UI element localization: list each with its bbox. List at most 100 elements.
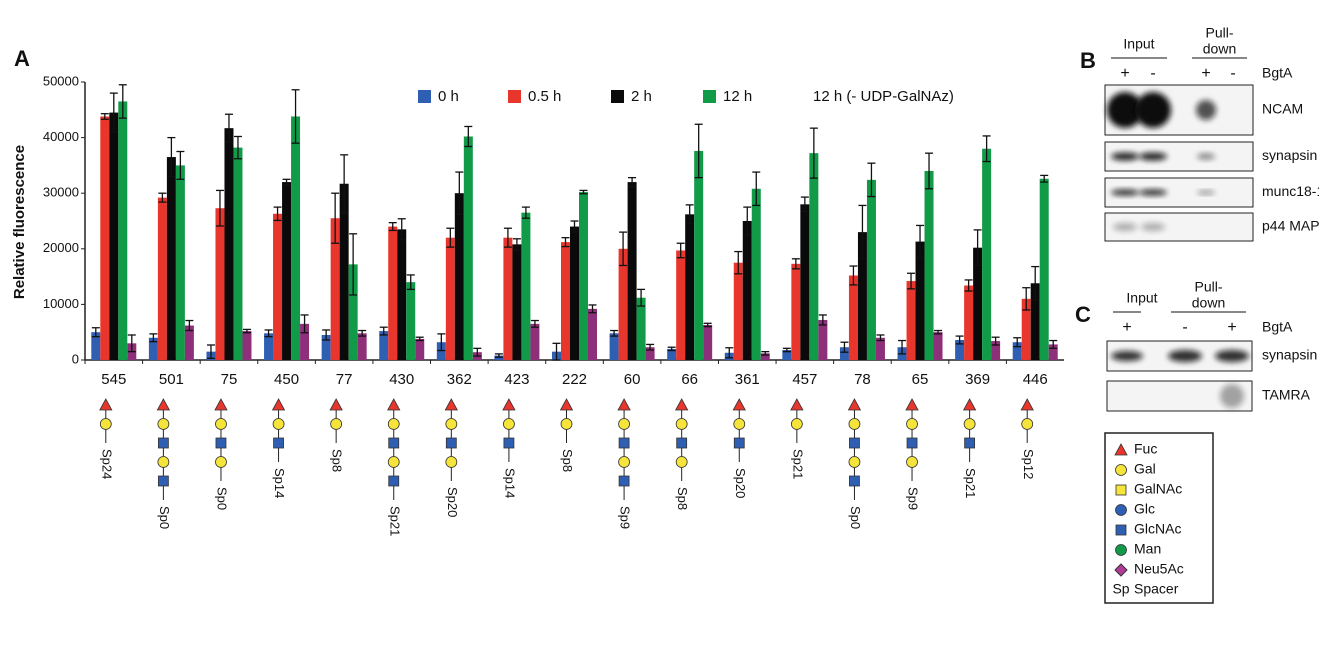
- bar: [215, 208, 224, 360]
- glycan-residue: [907, 457, 918, 468]
- bar: [570, 227, 579, 360]
- blot-band: [1141, 223, 1165, 231]
- x-tick-label: 66: [681, 371, 698, 388]
- blot-row-label: synapsin I: [1262, 347, 1319, 363]
- key-label: GalNAc: [1134, 481, 1182, 497]
- figure: A Relative fluorescence 0100002000030000…: [0, 0, 1319, 645]
- legend-swatch: [611, 90, 624, 103]
- x-tick-label: 423: [504, 371, 529, 388]
- glycan-residue: [619, 419, 630, 430]
- y-tick-label: 0: [72, 351, 79, 366]
- glycan-spacer: Sp14: [272, 468, 287, 498]
- glycan-residue: [274, 438, 284, 448]
- x-tick-label: 222: [562, 371, 587, 388]
- lane-sign: +: [1201, 65, 1210, 82]
- x-tick-label: 446: [1023, 371, 1048, 388]
- blot-band: [1139, 153, 1167, 161]
- bar: [224, 128, 233, 360]
- glycan-fuc: [618, 399, 630, 410]
- glycan-fuc: [445, 399, 457, 410]
- glycan-spacer: Sp8: [560, 449, 575, 472]
- blot-band: [1197, 154, 1215, 160]
- bar: [685, 214, 694, 360]
- legend-label: 0 h: [438, 88, 459, 105]
- glycan-residue: [215, 419, 226, 430]
- glycan-fuc: [330, 399, 342, 410]
- bar: [176, 165, 185, 360]
- panel-label: A: [14, 46, 30, 71]
- glycan-fuc: [215, 399, 227, 410]
- x-tick-label: 75: [221, 371, 238, 388]
- bar: [397, 229, 406, 360]
- blot-band: [1111, 351, 1143, 361]
- bar: [415, 339, 424, 360]
- lane-sign: +: [1122, 319, 1131, 336]
- bar: [158, 198, 167, 360]
- glycan-residue: [215, 457, 226, 468]
- x-tick-label: 77: [336, 371, 353, 388]
- glycan-fuc: [1021, 399, 1033, 410]
- bar: [628, 182, 637, 360]
- blot-band: [1111, 190, 1139, 196]
- legend-swatch: [418, 90, 431, 103]
- glycan-spacer: Sp9: [618, 506, 633, 529]
- bar: [167, 157, 176, 360]
- bar: [743, 221, 752, 360]
- glycan-residue: [1116, 525, 1126, 535]
- bar: [676, 250, 685, 360]
- bar: [455, 193, 464, 360]
- x-tick-label: 78: [854, 371, 871, 388]
- bar: [694, 151, 703, 360]
- y-tick-label: 20000: [43, 240, 79, 255]
- bar: [809, 153, 818, 360]
- glycan-residue: [389, 438, 399, 448]
- lane-sign: -: [1182, 319, 1187, 336]
- legend-label: 12 h (- UDP-GalNAz): [813, 88, 954, 105]
- glycan-residue: [907, 438, 917, 448]
- glycan-residue: [619, 476, 629, 486]
- glycan-spacer: Sp21: [790, 449, 805, 479]
- glycan-residue: [273, 419, 284, 430]
- blot-group: down: [1203, 41, 1236, 57]
- blot-band: [1220, 384, 1244, 408]
- bar: [637, 298, 646, 360]
- bar: [242, 331, 251, 360]
- legend-label: 12 h: [723, 88, 752, 105]
- x-tick-label: 450: [274, 371, 299, 388]
- blot-row-label: munc18-1: [1262, 183, 1319, 199]
- glycan-residue: [561, 419, 572, 430]
- key-label: Spacer: [1134, 581, 1179, 597]
- glycan-residue: [216, 438, 226, 448]
- glycan-residue: [907, 419, 918, 430]
- bar: [610, 333, 619, 360]
- key-symbol: Sp: [1112, 581, 1129, 597]
- x-tick-label: 65: [912, 371, 929, 388]
- bar: [273, 214, 282, 360]
- glycan-fuc: [273, 399, 285, 410]
- blot-row-label: TAMRA: [1262, 387, 1311, 403]
- blot-row-label: p44 MAPK: [1262, 218, 1319, 234]
- glycan-residue: [446, 419, 457, 430]
- bar: [358, 333, 367, 360]
- glycan-residue: [100, 419, 111, 430]
- treatment-label: BgtA: [1262, 319, 1293, 335]
- glycan-residue: [849, 457, 860, 468]
- bar: [588, 309, 597, 360]
- y-tick-label: 30000: [43, 185, 79, 200]
- glycan-residue: [791, 419, 802, 430]
- x-tick-label: 430: [389, 371, 414, 388]
- glycan-spacer: Sp12: [1021, 449, 1036, 479]
- glycan-fuc: [964, 399, 976, 410]
- bar: [849, 275, 858, 360]
- bar: [867, 180, 876, 360]
- bar: [1040, 179, 1049, 360]
- glycan-residue: [849, 419, 860, 430]
- glycan-fuc: [906, 399, 918, 410]
- glycan-fuc: [561, 399, 573, 410]
- blot-row-label: synapsin I: [1262, 147, 1319, 163]
- lane-sign: -: [1150, 65, 1155, 82]
- key-label: Gal: [1134, 461, 1156, 477]
- glycan-fuc: [388, 399, 400, 410]
- bar: [446, 238, 455, 360]
- glycan-residue: [619, 438, 629, 448]
